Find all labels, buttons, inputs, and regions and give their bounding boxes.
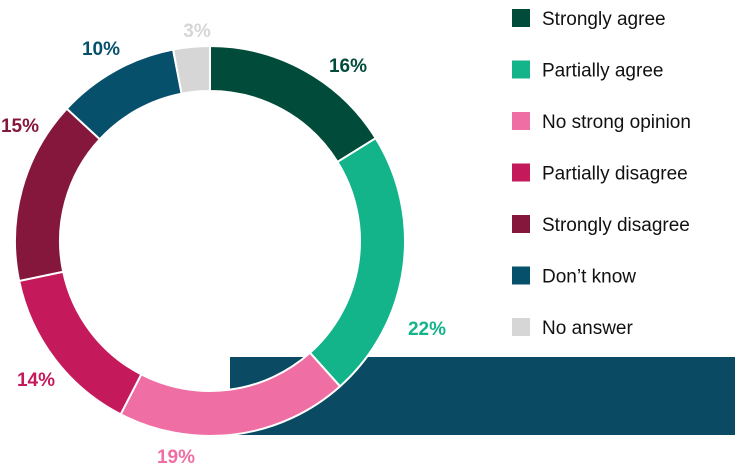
percent-label: 3% bbox=[183, 21, 211, 42]
legend-label: Strongly agree bbox=[542, 9, 666, 30]
legend-swatch bbox=[512, 112, 530, 130]
legend-swatch bbox=[512, 9, 530, 27]
legend-swatch bbox=[512, 163, 530, 182]
percent-label: 22% bbox=[408, 319, 446, 340]
percent-label: 15% bbox=[1, 116, 39, 137]
legend-label: No answer bbox=[542, 318, 633, 339]
legend: Strongly agree Partially agree No strong o… bbox=[512, 9, 691, 339]
legend-swatch bbox=[512, 215, 530, 233]
legend-label: No strong opinion bbox=[542, 112, 691, 133]
percent-label: 14% bbox=[17, 370, 55, 391]
donut-slice bbox=[171, 44, 211, 95]
legend-label: Partially disagree bbox=[542, 164, 688, 185]
donut-slice bbox=[308, 136, 406, 388]
legend-label: Strongly disagree bbox=[542, 215, 690, 236]
legend-swatch bbox=[512, 318, 530, 336]
legend-label: Partially agree bbox=[542, 61, 663, 82]
percent-label: 19% bbox=[157, 447, 195, 468]
donut-slice bbox=[65, 48, 183, 141]
percent-label: 10% bbox=[82, 39, 120, 60]
donut-slice bbox=[17, 270, 143, 416]
percent-labels: 16% 22% 19% 14% 15% 10% 3% bbox=[1, 21, 446, 468]
donut-slices bbox=[14, 44, 406, 437]
legend-swatch bbox=[512, 266, 530, 285]
percent-label: 16% bbox=[329, 56, 367, 77]
legend-label: Don’t know bbox=[542, 267, 636, 288]
legend-swatch bbox=[512, 60, 530, 79]
